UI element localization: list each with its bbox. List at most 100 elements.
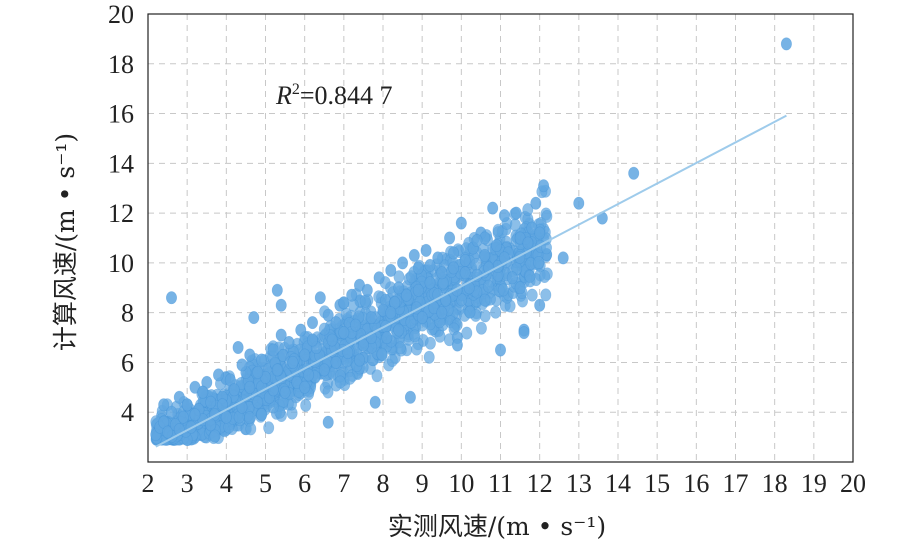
data-point	[498, 209, 510, 223]
data-point	[326, 333, 338, 347]
data-point	[350, 318, 362, 332]
data-point	[244, 348, 256, 362]
data-point	[432, 251, 444, 265]
y-tick-label: 4	[121, 398, 134, 427]
data-point	[338, 326, 350, 340]
data-point	[491, 239, 503, 253]
data-point	[394, 341, 406, 355]
data-point	[530, 196, 542, 210]
data-point	[220, 410, 232, 424]
data-point	[490, 305, 502, 319]
data-point	[534, 226, 546, 240]
x-axis-title: 实测风速/(m • s⁻¹)	[388, 512, 606, 541]
data-point	[346, 288, 358, 302]
data-point	[318, 363, 330, 377]
x-tick-label: 17	[723, 469, 749, 498]
data-point	[411, 342, 423, 356]
data-points	[150, 37, 792, 447]
y-tick-label: 10	[108, 249, 134, 278]
data-point	[334, 375, 346, 389]
x-tick-label: 12	[527, 469, 553, 498]
data-point	[252, 365, 264, 379]
data-point	[405, 270, 417, 284]
data-point	[522, 203, 534, 217]
x-tick-label: 5	[259, 469, 272, 498]
data-point	[318, 322, 330, 336]
data-point	[322, 415, 334, 429]
data-point	[780, 37, 792, 51]
trend-line	[155, 114, 787, 448]
data-point	[447, 261, 459, 275]
y-tick-label: 20	[108, 0, 134, 29]
data-point	[287, 355, 299, 369]
data-point	[166, 405, 178, 419]
data-point	[306, 333, 318, 347]
y-tick-label: 6	[121, 348, 134, 377]
data-point	[314, 291, 326, 305]
data-point	[479, 309, 491, 323]
data-point	[158, 398, 170, 412]
data-point	[397, 256, 409, 270]
data-point	[471, 234, 483, 248]
r2-symbol: R	[275, 81, 292, 110]
r2-exponent: 2	[292, 81, 300, 98]
data-point	[181, 398, 193, 412]
data-point	[244, 380, 256, 394]
x-tick-label: 15	[644, 469, 670, 498]
data-point	[459, 253, 471, 267]
data-point	[492, 223, 504, 237]
data-point	[424, 276, 436, 290]
data-point	[189, 408, 201, 422]
data-point	[451, 338, 463, 352]
data-point	[539, 269, 551, 283]
data-point	[510, 206, 522, 220]
data-point	[385, 263, 397, 277]
x-tick-label: 7	[337, 469, 350, 498]
x-tick-label: 14	[605, 469, 631, 498]
data-point	[322, 308, 334, 322]
data-point	[424, 258, 436, 272]
data-point	[412, 261, 424, 275]
data-point	[365, 311, 377, 325]
data-point	[482, 279, 494, 293]
data-point	[538, 179, 550, 193]
data-point	[461, 326, 473, 340]
data-point	[162, 425, 174, 439]
data-point	[271, 363, 283, 377]
data-point	[509, 218, 521, 232]
data-point	[232, 340, 244, 354]
data-point	[369, 395, 381, 409]
data-point	[497, 283, 509, 297]
data-point	[244, 411, 256, 425]
data-point	[267, 343, 279, 357]
data-point	[393, 281, 405, 295]
data-point	[455, 216, 467, 230]
data-point	[303, 368, 315, 382]
data-point	[557, 251, 569, 265]
data-point	[263, 421, 275, 435]
data-point	[166, 291, 178, 305]
data-point	[479, 248, 491, 262]
x-tick-label: 19	[801, 469, 827, 498]
data-point	[283, 335, 295, 349]
x-tick-label: 11	[488, 469, 513, 498]
data-point	[371, 369, 383, 383]
x-tick-label: 3	[181, 469, 194, 498]
data-point	[344, 371, 356, 385]
data-point	[526, 288, 538, 302]
data-point	[275, 298, 287, 312]
data-point	[404, 390, 416, 404]
data-point	[447, 246, 459, 260]
y-tick-label: 16	[108, 100, 134, 129]
data-point	[353, 353, 365, 367]
data-point	[306, 316, 318, 330]
data-point	[506, 271, 518, 285]
x-tick-label: 13	[566, 469, 592, 498]
data-point	[412, 283, 424, 297]
x-tick-label: 8	[377, 469, 390, 498]
data-point	[386, 353, 398, 367]
data-point	[213, 368, 225, 382]
data-point	[464, 305, 476, 319]
data-point	[275, 328, 287, 342]
